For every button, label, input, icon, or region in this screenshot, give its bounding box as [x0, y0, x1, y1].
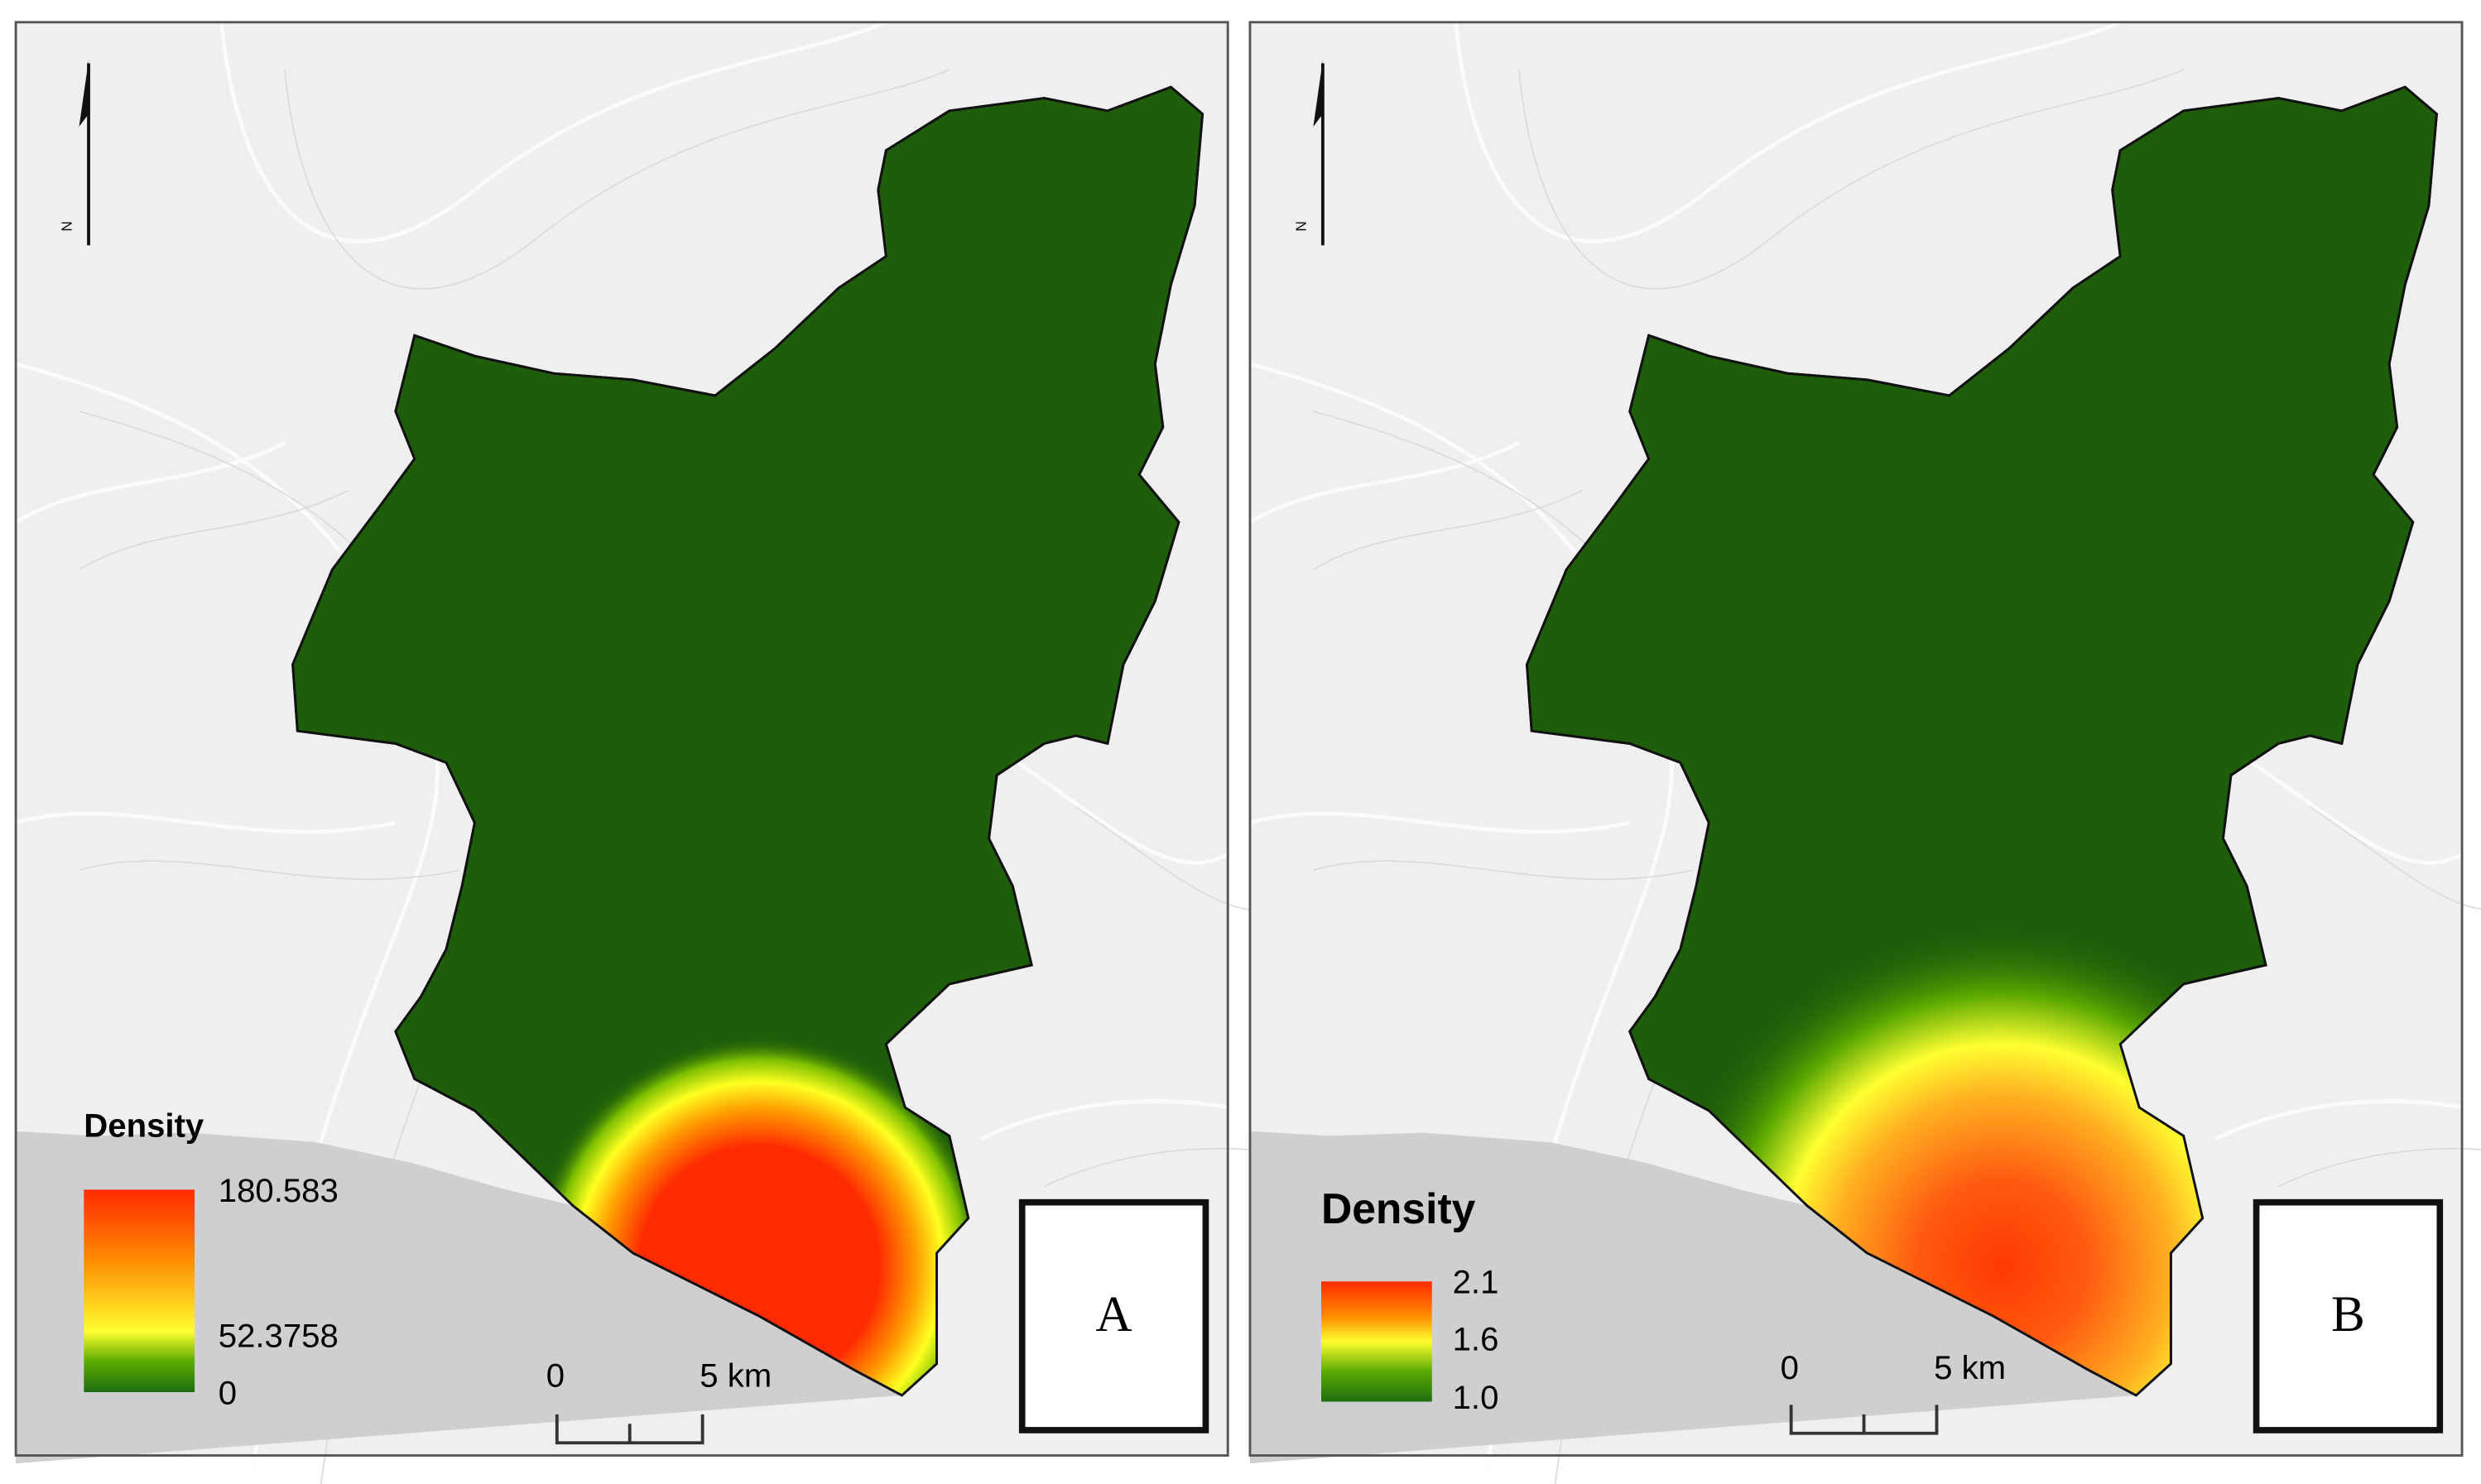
boundary-line	[79, 489, 349, 570]
boundary-line	[1313, 489, 1583, 570]
panel-label-box	[1018, 1198, 1209, 1434]
road	[2214, 1099, 2463, 1141]
panel-label-box	[2253, 1198, 2444, 1434]
scale-bar	[1789, 1405, 1939, 1435]
scale-bar	[555, 1414, 704, 1445]
panel-frame	[1248, 21, 2464, 1457]
north-label: N	[1293, 221, 1310, 231]
legend-title: Density	[1321, 1184, 1476, 1232]
road	[2245, 757, 2464, 865]
density-surface	[292, 87, 1203, 1395]
legend-label: 180.583	[219, 1172, 339, 1209]
panel-frame	[14, 21, 1229, 1457]
road	[1249, 811, 1631, 834]
boundary-line	[2278, 1148, 2481, 1188]
legend-title: Density	[84, 1107, 204, 1144]
scale-label: 0	[546, 1357, 565, 1394]
sea	[16, 1131, 902, 1464]
scale-label: 5 km	[1934, 1349, 2006, 1386]
north-label: N	[59, 221, 75, 231]
road	[219, 20, 887, 243]
legend-label: 2.1	[1453, 1264, 1499, 1301]
scale-label: 0	[1781, 1349, 1799, 1386]
boundary-line	[1313, 860, 1694, 881]
road	[1454, 20, 2122, 243]
map-panel: N Density 180.583 52.3758 0 0 5 km A	[14, 20, 1292, 1484]
road	[14, 441, 286, 524]
legend-ramp	[84, 1189, 195, 1393]
road	[979, 1099, 1228, 1141]
density-surface	[1527, 87, 2437, 1395]
scale-label: 5 km	[700, 1357, 772, 1394]
road	[15, 811, 397, 834]
boundary-line	[284, 69, 950, 290]
panel-label: B	[2331, 1286, 2365, 1342]
boundary-line	[79, 860, 459, 881]
map-panel: N Density 2.1 1.6 1.0 0 5 km B	[1248, 20, 2481, 1484]
region-outline	[1526, 85, 2438, 1397]
legend-ramp	[1320, 1281, 1432, 1402]
region-outline	[291, 85, 1204, 1397]
boundary-line	[2310, 806, 2481, 910]
legend-label: 52.3758	[219, 1318, 339, 1355]
legend-label: 1.6	[1453, 1320, 1499, 1357]
boundary-line	[1518, 69, 2184, 290]
sea	[1249, 1131, 2137, 1464]
legend-label: 1.0	[1453, 1379, 1499, 1416]
road	[1011, 757, 1229, 865]
legend-label: 0	[219, 1374, 237, 1411]
panel-label: A	[1096, 1286, 1132, 1342]
road	[1248, 441, 1520, 524]
